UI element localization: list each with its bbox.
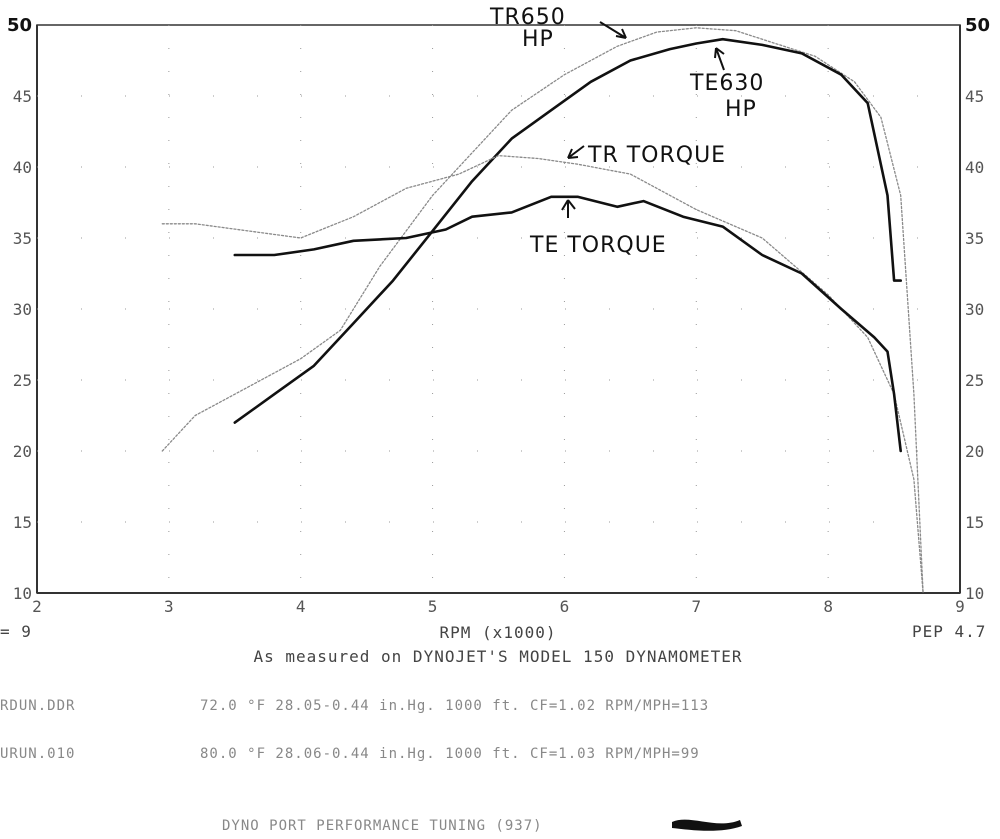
annotation-te630-hp: HP: [725, 97, 757, 122]
annotation-tr-torque: TR TORQUE: [587, 143, 726, 168]
redaction-scribble: [672, 819, 742, 831]
run1-label: RDUN.DDR: [0, 698, 75, 714]
x-tick-label: 4: [296, 597, 306, 616]
series-tr650-hp-line: [161, 27, 924, 594]
series-te630-hp-line: [233, 37, 903, 424]
x-tick-label: 2: [32, 597, 42, 616]
y-tick-label-right: 20: [965, 442, 984, 461]
annotations: TR650 HP TE630 HP TR TORQUE TE TORQUE: [489, 5, 764, 258]
y-tick-label-left: 50: [7, 15, 32, 36]
x-tick-label: 3: [164, 597, 174, 616]
run2-values: 80.0 °F 28.06-0.44 in.Hg. 1000 ft. CF=1.…: [200, 746, 700, 762]
y-tick-label-right: 50: [965, 15, 990, 36]
grid: [37, 25, 960, 593]
series-lines: [161, 27, 924, 594]
y-tick-labels-left: 10 15 20 25 30 35 40 45 50: [7, 15, 32, 603]
y-tick-label-right: 30: [965, 300, 984, 319]
y-tick-label-right: 15: [965, 513, 984, 532]
arrow-te630: [714, 47, 725, 71]
y-tick-label-left: 25: [13, 371, 32, 390]
y-tick-label-left: 30: [13, 300, 32, 319]
x-axis-label: RPM (x1000): [440, 623, 557, 642]
x-tick-label: 7: [691, 597, 701, 616]
y-tick-label-left: 40: [13, 158, 32, 177]
x-tick-label: 6: [560, 597, 570, 616]
left-fragment: = 9: [0, 622, 32, 641]
y-tick-label-left: 35: [13, 229, 32, 248]
annotation-te-torque: TE TORQUE: [529, 233, 667, 258]
x-tick-label: 9: [955, 597, 965, 616]
shop-line: DYNO PORT PERFORMANCE TUNING (937): [222, 818, 543, 834]
y-tick-label-right: 25: [965, 371, 984, 390]
run1-values: 72.0 °F 28.05-0.44 in.Hg. 1000 ft. CF=1.…: [200, 698, 709, 714]
x-tick-label: 8: [823, 597, 833, 616]
right-fragment: PEP 4.7: [912, 622, 986, 641]
y-tick-labels-right: 10 15 20 25 30 35 40 45 50: [965, 15, 990, 603]
arrow-tr650: [599, 21, 627, 39]
y-tick-label-right: 35: [965, 229, 984, 248]
annotation-tr650: TR650: [489, 5, 566, 30]
arrow-te-torque: [561, 199, 576, 218]
y-tick-label-right: 45: [965, 87, 984, 106]
y-tick-label-right: 40: [965, 158, 984, 177]
x-tick-labels: 2 3 4 5 6 7 8 9: [32, 597, 965, 616]
x-tick-label: 5: [428, 597, 438, 616]
annotation-tr650-hp: HP: [522, 27, 554, 52]
arrow-tr-torque: [567, 145, 585, 159]
run2-label: URUN.010: [0, 746, 75, 762]
series-te-torque-line: [233, 195, 903, 453]
annotation-te630: TE630: [689, 71, 764, 96]
plot-frame: [36, 24, 961, 594]
y-tick-label-left: 10: [13, 584, 32, 603]
y-tick-label-left: 20: [13, 442, 32, 461]
measured-line: As measured on DYNOJET'S MODEL 150 DYNAM…: [253, 647, 742, 666]
series-tr-torque-line: [161, 154, 924, 594]
y-tick-label-left: 15: [13, 513, 32, 532]
y-tick-label-left: 45: [13, 87, 32, 106]
y-tick-label-right: 10: [965, 584, 984, 603]
